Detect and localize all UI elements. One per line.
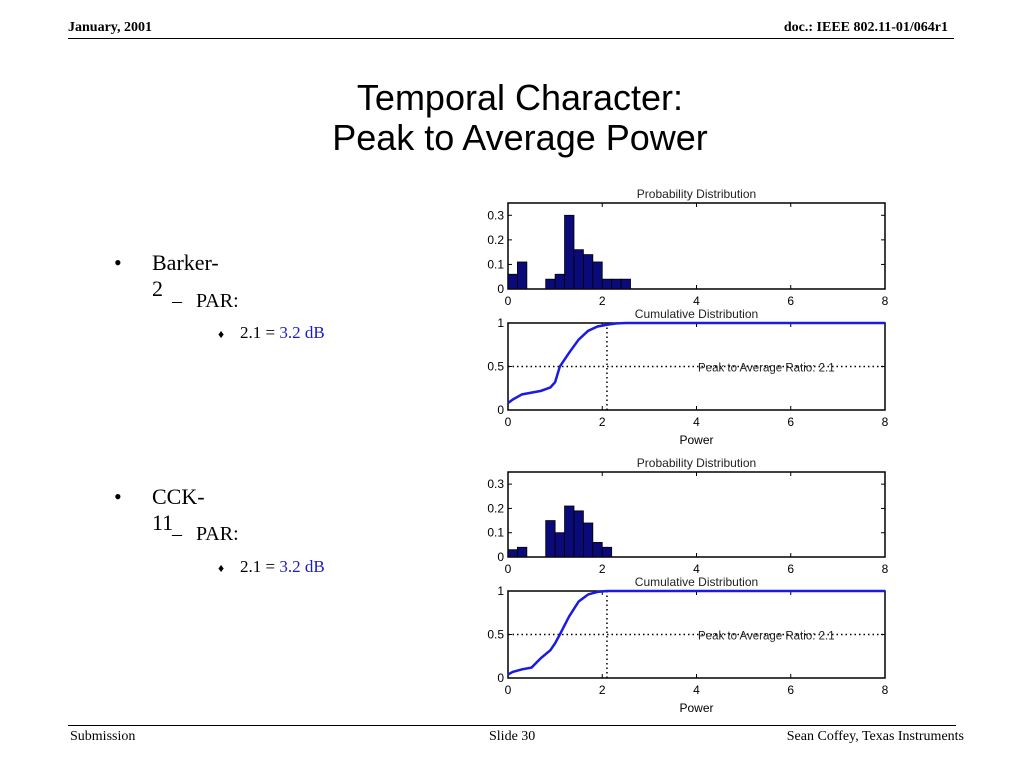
histogram-bar [583,522,594,558]
y-tick-label: 0.5 [487,628,504,642]
y-tick-label: 0 [497,282,504,296]
par-annotation: Peak to Average Ratio: 2.1 [698,631,835,643]
footer-submission: Submission [70,729,136,744]
sub-bullet-label: PAR: [196,523,239,545]
histogram-bar [611,278,622,290]
y-tick-label: 0 [497,403,504,417]
x-tick-label: 2 [599,562,606,576]
histogram-bar [554,273,565,290]
par-value-text: 2.1 = 3.2 dB [240,557,325,577]
slide-title-line2: Peak to Average Power [332,117,708,158]
bullet-label: Barker-2 [152,250,219,301]
y-tick-label: 0.1 [487,257,504,271]
cdf-line [507,589,885,676]
x-tick-label: 8 [882,294,889,308]
diamond-icon: ♦ [218,561,225,575]
plot-frame [507,590,886,679]
dash-icon: – [172,523,182,545]
x-tick-label: 6 [787,562,794,576]
bullet-dot-icon: • [114,484,122,509]
x-tick-label: 0 [505,294,512,308]
x-tick-label: 4 [693,683,700,697]
plot-frame [507,322,886,411]
header-doc-id: doc.: IEEE 802.11-01/064r1 [783,20,948,35]
slide-title: Temporal Character: Peak to Average Powe… [0,78,1024,158]
histogram-bar [507,273,518,290]
par-db-value: 3.2 dB [279,323,325,342]
x-tick-label: 2 [599,415,606,429]
histogram-bar [507,549,518,558]
par-ratio: 2.1 = [240,557,280,576]
histogram-bar [573,249,584,290]
x-tick-label: 0 [505,683,512,697]
par-value-text: 2.1 = 3.2 dB [240,323,325,343]
x-tick-label: 8 [882,683,889,697]
y-tick-label: 0.3 [487,477,504,491]
x-tick-label: 4 [693,415,700,429]
y-tick-label: 0 [497,671,504,685]
histogram-bar [620,278,631,290]
sub-bullet-label: PAR: [196,290,239,312]
y-tick-label: 1 [497,316,504,330]
histogram-bar [592,261,603,290]
histogram-bar [545,520,556,558]
chart-title: Cumulative Distribution [635,307,758,321]
header-date: January, 2001 [68,20,153,35]
par-db-value: 3.2 dB [279,557,325,576]
y-tick-label: 0.2 [487,233,504,247]
histogram-bar [517,261,528,290]
x-tick-label: 2 [599,294,606,308]
footer-author: Sean Coffey, Texas Instruments [786,729,964,744]
y-tick-label: 0 [497,550,504,564]
x-tick-label: 4 [693,294,700,308]
diamond-icon: ♦ [218,327,225,341]
chart-title: Probability Distribution [637,456,756,470]
histogram-bar [601,546,613,558]
x-tick-label: 6 [787,294,794,308]
histogram-bar [583,254,594,290]
x-axis-label: Power [679,701,713,715]
header-rule [68,38,954,39]
x-tick-label: 0 [505,562,512,576]
y-tick-label: 0.5 [487,360,504,374]
histogram-bar [517,546,528,558]
histogram-bar [564,214,575,290]
par-ratio: 2.1 = [240,323,280,342]
x-tick-label: 8 [882,415,889,429]
histogram-bar [592,542,603,558]
x-tick-label: 8 [882,562,889,576]
x-axis-label: Power [679,433,713,447]
y-tick-label: 0.1 [487,526,504,540]
bullet-dot-icon: • [114,250,122,275]
x-tick-label: 2 [599,683,606,697]
x-tick-label: 6 [787,415,794,429]
footer-slide-number: Slide 30 [489,729,536,744]
x-tick-label: 4 [693,562,700,576]
y-tick-label: 0.3 [487,208,504,222]
histogram-bar [545,278,556,290]
bullet-label: CCK-11 [152,484,205,535]
y-tick-label: 0.2 [487,501,504,515]
chart-title: Cumulative Distribution [635,575,758,589]
cdf-line [507,321,885,405]
x-tick-label: 6 [787,683,794,697]
y-tick-label: 1 [497,584,504,598]
x-tick-label: 0 [505,415,512,429]
slide-title-line1: Temporal Character: [356,77,684,118]
histogram-bar [564,505,575,558]
chart-title: Probability Distribution [637,187,756,201]
histogram-bar [601,278,613,290]
distribution-figure: Probability Distribution 0 2 4 6 8 0 0.1 0.2 0.3 C… [487,187,889,715]
footer-rule [68,725,956,726]
dash-icon: – [172,290,182,312]
histogram-bar [573,510,584,558]
par-annotation: Peak to Average Ratio: 2.1 [698,363,835,375]
histogram-bar [554,532,565,558]
